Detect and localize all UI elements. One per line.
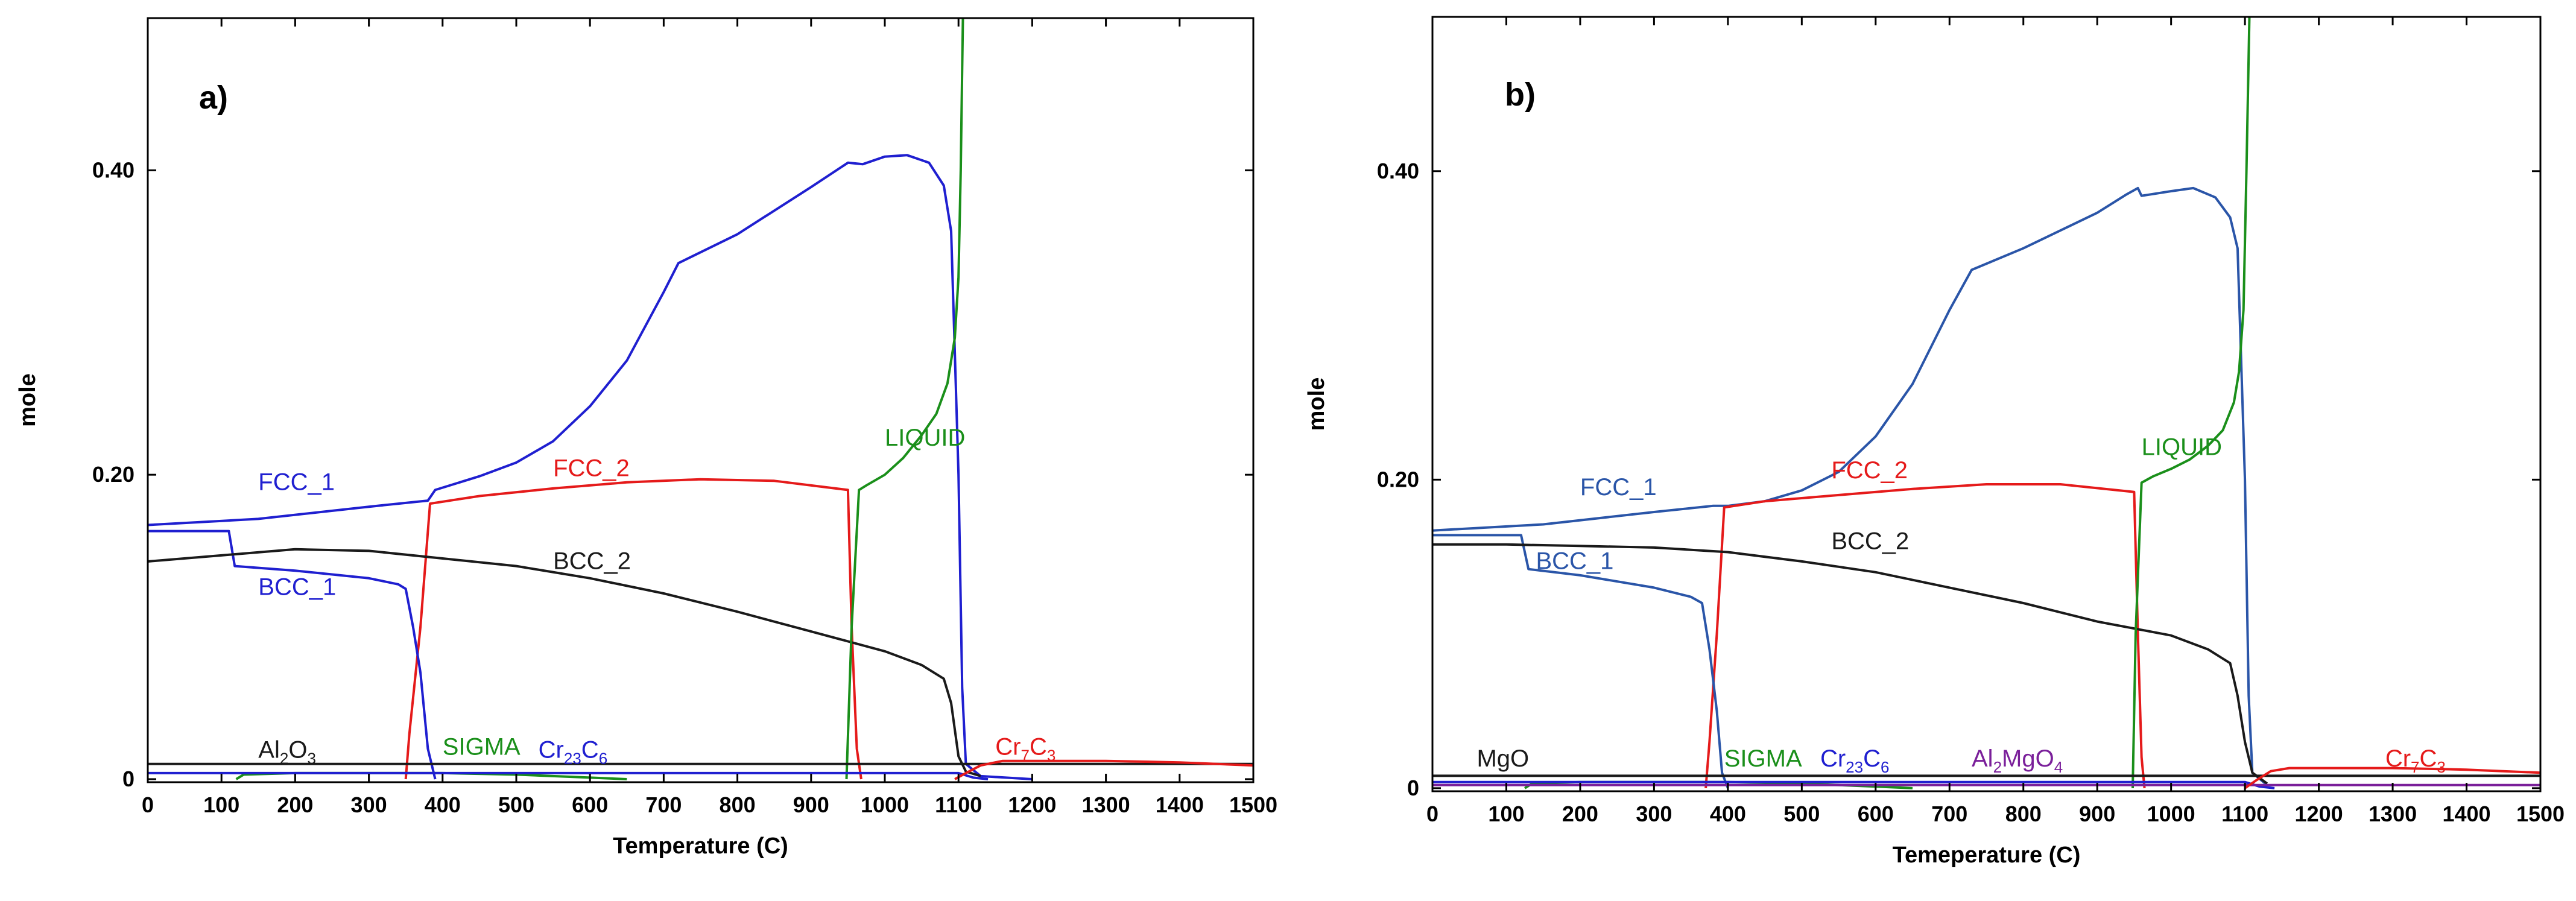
x-tick-label: 200 — [277, 792, 313, 817]
x-tick-label: 1500 — [2516, 801, 2565, 826]
series-cr23c6 — [148, 771, 989, 780]
curve-label-bcc-2: BCC_2 — [553, 548, 631, 575]
x-tick-label: 500 — [498, 792, 534, 817]
series-liquid — [845, 18, 964, 780]
chart-panel-b: 0 100 200 300 400 500 600 700 800 900 1000 1100 1200… — [1304, 16, 2565, 868]
curve-label-bcc-1: BCC_1 — [1536, 548, 1613, 575]
y-tick-label: 0 — [122, 767, 134, 791]
series-fcc-2 — [1704, 483, 2146, 789]
x-tick-label: 0 — [1426, 801, 1438, 826]
series-bcc-2 — [1432, 543, 2268, 785]
x-tick-label: 0 — [142, 792, 154, 817]
curve-label-al2mgo4: Al2MgO4 — [1972, 745, 2063, 776]
series-cr7c3 — [2244, 767, 2540, 789]
plot-area — [1432, 17, 2540, 789]
plot-area — [148, 18, 1253, 780]
curve-label-al2o3: Al2O3 — [258, 737, 316, 768]
y-tick-label: 0.40 — [92, 157, 134, 182]
x-tick-label: 1100 — [935, 792, 982, 817]
x-tick-label: 1500 — [1229, 792, 1277, 817]
curve-label-bcc-2: BCC_2 — [1831, 528, 1909, 554]
plot-frame — [1431, 16, 2542, 792]
curve-label-cr7c3: Cr7C3 — [2385, 745, 2446, 776]
panel-label: b) — [1505, 77, 1536, 113]
y-tick-label: 0.20 — [92, 462, 134, 487]
x-tick-label: 700 — [1931, 801, 1967, 826]
x-tick-label: 200 — [1562, 801, 1598, 826]
x-tick-label: 300 — [1636, 801, 1672, 826]
x-tick-label: 100 — [203, 792, 239, 817]
x-tick-label: 600 — [1858, 801, 1894, 826]
curve-label-fcc-1: FCC_1 — [1580, 474, 1657, 501]
series-fcc-1 — [148, 154, 1033, 780]
x-tick-label: 1000 — [861, 792, 909, 817]
x-tick-label: 1300 — [2369, 801, 2417, 826]
x-tick-label: 800 — [2005, 801, 2042, 826]
x-tick-label: 900 — [2079, 801, 2115, 826]
curve-label-liquid: LIQUID — [2142, 434, 2222, 460]
x-tick-label: 1200 — [1008, 792, 1056, 817]
series-cr7c3 — [954, 759, 1253, 780]
x-tick-label: 1000 — [2147, 801, 2195, 826]
x-tick-label: 1200 — [2295, 801, 2343, 826]
y-axis-title: mole — [1304, 378, 1329, 431]
y-tick-label: 0.20 — [1377, 467, 1419, 492]
curve-label-mgo: MgO — [1476, 745, 1529, 772]
series-bcc-1 — [1432, 534, 1729, 789]
x-tick-label: 1400 — [2442, 801, 2490, 826]
plot-frame — [147, 17, 1255, 783]
x-tick-label: 1100 — [2221, 801, 2268, 826]
x-axis-title: Temeperature (C) — [1893, 843, 2081, 868]
curve-label-cr7c3: Cr7C3 — [995, 734, 1055, 765]
curve-label-sigma: SIGMA — [443, 734, 521, 760]
curve-label-liquid: LIQUID — [885, 425, 965, 451]
x-tick-label: 600 — [572, 792, 608, 817]
x-tick-label: 500 — [1783, 801, 1820, 826]
x-tick-label: 1300 — [1082, 792, 1130, 817]
y-tick-label: 0 — [1407, 776, 1419, 800]
x-tick-label: 400 — [1710, 801, 1746, 826]
chart-panel-a: 0 100 200 300 400 500 600 700 800 900 1000 1100 1200… — [15, 17, 1277, 859]
panel-label: a) — [199, 80, 228, 116]
curve-label-cr23c6: Cr23C6 — [539, 737, 608, 768]
x-tick-label: 700 — [645, 792, 682, 817]
curve-label-bcc-1: BCC_1 — [258, 574, 336, 601]
curve-label-sigma: SIGMA — [1724, 745, 1802, 772]
x-tick-label: 1400 — [1156, 792, 1204, 817]
curve-label-fcc-2: FCC_2 — [553, 455, 630, 482]
y-axis-title: mole — [15, 373, 40, 427]
x-axis-title: Temperature (C) — [613, 833, 788, 859]
x-tick-label: 300 — [351, 792, 387, 817]
x-tick-label: 800 — [720, 792, 756, 817]
curve-label-fcc-2: FCC_2 — [1831, 457, 1908, 484]
curve-label-fcc-1: FCC_1 — [258, 469, 335, 495]
x-tick-label: 900 — [793, 792, 829, 817]
curve-label-cr23c6: Cr23C6 — [1820, 745, 1890, 776]
y-tick-label: 0.40 — [1377, 159, 1419, 183]
series-bcc-2 — [148, 548, 981, 777]
x-tick-label: 400 — [425, 792, 461, 817]
x-tick-label: 100 — [1488, 801, 1524, 826]
series-liquid — [2131, 17, 2251, 788]
